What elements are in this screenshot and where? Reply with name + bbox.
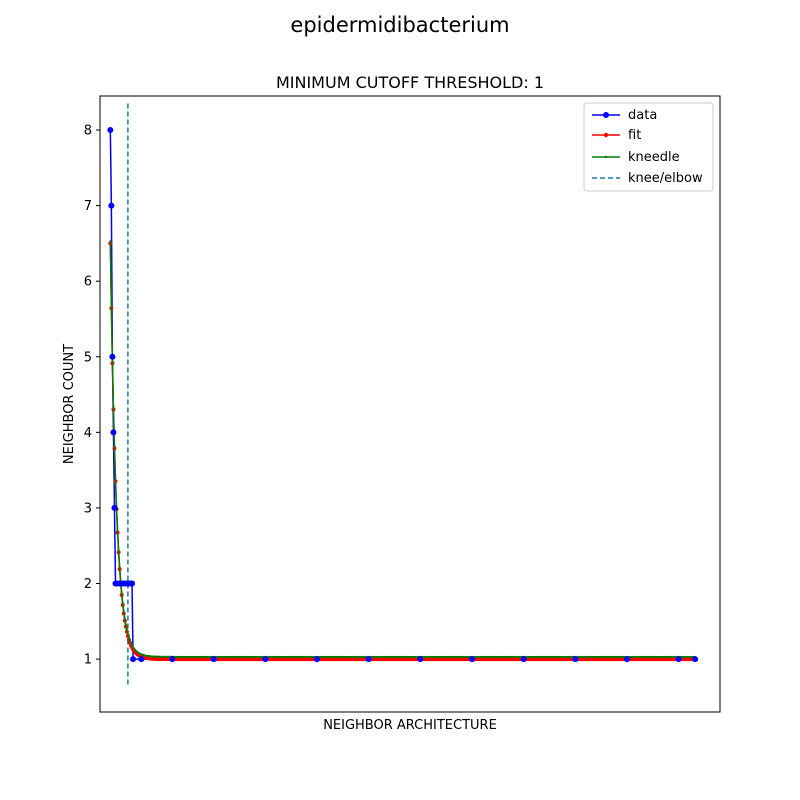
data-point bbox=[469, 656, 475, 663]
data-point bbox=[417, 656, 424, 663]
data-point bbox=[692, 656, 699, 663]
kneedle-point bbox=[116, 529, 119, 532]
legend: data fit kneedle knee/elbow bbox=[583, 102, 714, 192]
legend-entry-data: data bbox=[592, 108, 657, 123]
kneedle-point bbox=[123, 617, 126, 620]
data-point bbox=[262, 656, 269, 663]
y-tick-label: 1 bbox=[84, 653, 92, 668]
y-tick-label: 5 bbox=[84, 350, 92, 365]
kneedle-point bbox=[126, 632, 129, 635]
legend-label-kneedle: kneedle bbox=[628, 150, 680, 165]
series-line-data bbox=[109, 129, 696, 660]
data-point bbox=[108, 202, 115, 209]
kneedle-point bbox=[113, 445, 116, 448]
series-group bbox=[107, 127, 699, 663]
axes-frame bbox=[99, 95, 721, 713]
kneedle-point bbox=[125, 628, 128, 631]
legend-label-data: data bbox=[628, 108, 657, 123]
data-point bbox=[129, 580, 136, 587]
x-axis-label: NEIGHBOR ARCHITECTURE bbox=[323, 718, 497, 733]
y-axis-label: NEIGHBOR COUNT bbox=[62, 344, 77, 464]
data-point bbox=[365, 656, 372, 663]
kneedle-point bbox=[114, 478, 117, 481]
series-line-fit bbox=[109, 243, 696, 660]
kneedle-point bbox=[128, 639, 131, 642]
legend-label-knee-elbow: knee/elbow bbox=[628, 171, 703, 186]
y-tick-label: 6 bbox=[84, 275, 92, 290]
kneedle-point bbox=[121, 601, 124, 604]
y-tick-label: 8 bbox=[84, 124, 92, 139]
kneedle-point bbox=[130, 641, 132, 644]
legend-label-fit: fit bbox=[628, 128, 641, 143]
kneedle-point bbox=[127, 636, 130, 639]
data-point bbox=[110, 429, 117, 436]
kneedle-point bbox=[109, 240, 112, 243]
data-point bbox=[107, 127, 114, 134]
kneedle-point bbox=[117, 549, 120, 552]
legend-entry-fit: fit bbox=[592, 128, 641, 143]
kneedle-point bbox=[111, 359, 114, 362]
data-point bbox=[675, 656, 682, 663]
legend-entry-kneedle: kneedle bbox=[592, 150, 680, 165]
series-line-kneedle bbox=[109, 241, 696, 658]
data-point bbox=[169, 656, 176, 663]
kneedle-point bbox=[120, 591, 123, 594]
kneedle-point bbox=[132, 645, 135, 648]
legend-box bbox=[583, 102, 714, 192]
data-point bbox=[111, 504, 118, 511]
kneedle-point bbox=[124, 623, 127, 626]
data-point bbox=[109, 353, 116, 360]
kneedle-point bbox=[118, 565, 121, 568]
legend-marker-fit bbox=[603, 132, 609, 138]
figure-suptitle: epidermidibacterium bbox=[290, 13, 509, 37]
data-point bbox=[520, 656, 527, 663]
y-tick-label: 3 bbox=[84, 501, 92, 516]
data-point bbox=[138, 656, 145, 663]
chart-title: MINIMUM CUTOFF THRESHOLD: 1 bbox=[276, 73, 544, 92]
legend-marker-kneedle bbox=[604, 155, 608, 159]
legend-entry-knee-elbow: knee/elbow bbox=[592, 171, 703, 186]
y-tick-label: 2 bbox=[84, 577, 92, 592]
data-point bbox=[314, 656, 320, 663]
y-tick-label: 4 bbox=[84, 426, 92, 441]
kneedle-point bbox=[122, 610, 125, 613]
data-point bbox=[130, 656, 137, 663]
data-point bbox=[572, 656, 579, 663]
kneedle-point bbox=[110, 305, 113, 308]
data-point bbox=[210, 656, 217, 663]
kneedle-point bbox=[112, 406, 115, 409]
data-point bbox=[624, 656, 630, 663]
y-tick-label: 7 bbox=[84, 199, 92, 214]
kneedle-point bbox=[131, 644, 134, 647]
plot-area bbox=[107, 103, 699, 686]
legend-marker-data bbox=[603, 112, 609, 118]
y-axis-ticks: 1 2 3 4 5 6 7 8 bbox=[84, 124, 100, 668]
